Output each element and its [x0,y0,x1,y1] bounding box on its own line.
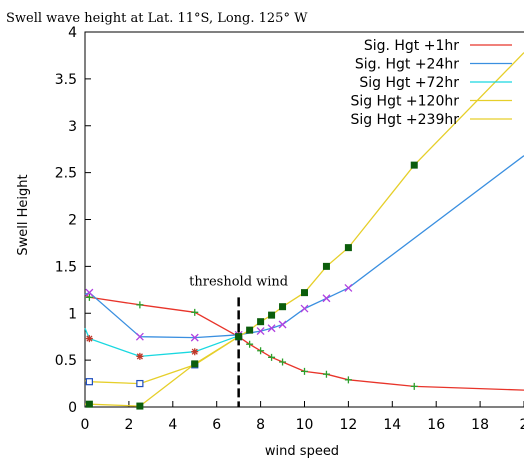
data-point [344,376,352,384]
data-point [257,318,265,326]
data-point [85,400,93,408]
data-point [136,352,144,360]
x-tick-label: 8 [256,417,265,433]
data-point [136,379,144,388]
data-point [322,370,330,378]
legend-label: Sig Hgt +72hr [359,75,459,91]
x-tick-label: 6 [212,417,221,433]
y-tick-label: 1 [68,306,77,322]
data-point [135,332,144,341]
threshold-label: threshold wind [189,274,288,289]
data-point [85,335,93,343]
data-point [85,378,93,386]
x-tick-label: 14 [383,417,401,433]
data-point [136,402,144,410]
data-point [235,333,243,341]
data-point [246,326,254,334]
x-tick-label: 18 [471,417,489,433]
data-point [191,360,199,368]
data-point [268,353,276,361]
data-point [190,333,199,342]
data-point [278,320,287,329]
data-point [246,340,254,348]
data-point [410,161,418,169]
legend-label: Sig. Hgt +1hr [364,38,459,54]
series-line-5 [85,52,524,407]
data-point [85,293,93,301]
data-point [344,283,353,292]
x-tick-label: 2 [520,417,524,433]
x-axis-label: wind speed [265,444,339,458]
data-point [410,382,418,390]
data-point [136,301,144,309]
data-point [344,244,352,252]
data-point [279,303,287,311]
y-tick-label: 1.5 [55,259,77,275]
series-line-1 [84,293,524,391]
y-tick-label: 0.5 [55,353,77,369]
x-tick-label: 0 [81,417,90,433]
data-point [322,294,331,303]
data-point [279,358,287,366]
x-tick-label: 10 [296,417,314,433]
data-point [322,262,330,270]
y-tick-label: 4 [68,25,77,41]
legend-label: Sig Hgt +239hr [350,112,459,128]
y-tick-label: 3.5 [55,72,77,88]
x-tick-label: 4 [168,417,177,433]
data-point [300,304,309,313]
chart-title: Swell wave height at Lat. 11°S, Long. 12… [6,11,308,26]
x-tick-label: 16 [427,417,445,433]
data-point [191,348,199,356]
data-point [301,367,308,375]
y-tick-label: 0 [68,400,77,416]
legend-label: Sig Hgt +120hr [350,94,459,110]
legend: Sig. Hgt +1hr Sig. Hgt +24hr Sig Hgt +72hr… [350,38,512,128]
y-axis-label: Swell Height [16,174,31,255]
x-tick-label: 12 [339,417,357,433]
data-point [268,311,276,319]
data-point [257,347,265,355]
data-point [267,324,276,333]
x-tick-label: 2 [124,417,133,433]
data-point [191,308,199,316]
series-line-2 [84,155,524,339]
y-tick-label: 3 [68,119,77,135]
plot-area: 0 0.5 1 1.5 2 2.5 3 3.5 4 0 2 4 6 8 10 12 14 16 18 2 thresho… [55,25,524,433]
y-tick-label: 2.5 [55,166,77,182]
legend-label: Sig. Hgt +24hr [355,57,459,73]
data-point [301,289,308,297]
y-tick-label: 2 [68,213,77,229]
data-point [85,288,94,297]
data-point [256,327,265,336]
